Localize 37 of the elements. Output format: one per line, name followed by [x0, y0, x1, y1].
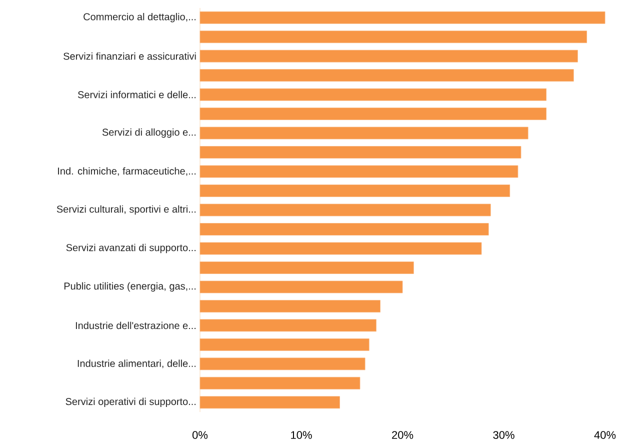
- bar: [200, 126, 528, 140]
- y-tick-label: Servizi avanzati di supporto...: [66, 244, 196, 254]
- bar: [200, 223, 489, 236]
- x-tick-label: 40%: [594, 431, 616, 439]
- bar: [200, 30, 587, 44]
- bar: [200, 319, 376, 332]
- bar: [200, 242, 482, 255]
- y-tick-label: Industrie alimentari, delle...: [78, 360, 196, 368]
- x-tick-label: 30%: [493, 431, 514, 439]
- x-tick-label: 0%: [192, 431, 208, 439]
- bar: [200, 280, 403, 294]
- y-tick-label: Commercio al dettaglio,...: [84, 12, 196, 22]
- y-tick-label: Servizi finanziari e assicurativi: [64, 52, 196, 60]
- bar: [200, 50, 578, 62]
- y-tick-label: Servizi culturali, sportivi e altri...: [56, 205, 196, 215]
- x-tick-label: 20%: [392, 431, 414, 439]
- bar: [200, 262, 414, 274]
- bar: [200, 300, 380, 312]
- bar: [200, 204, 491, 216]
- bar: [200, 358, 366, 370]
- bar: [200, 11, 606, 24]
- y-tick-label: Servizi di alloggio e...: [102, 128, 196, 138]
- y-tick-label: Servizi operativi di supporto...: [66, 398, 196, 408]
- y-tick-label: Servizi informatici e delle...: [78, 90, 196, 98]
- bar: [200, 146, 522, 158]
- bar: [200, 184, 510, 197]
- bar: [200, 396, 340, 409]
- bar: [200, 165, 518, 178]
- bar: [200, 338, 370, 351]
- bar: [200, 69, 574, 82]
- bar: [200, 376, 360, 390]
- bar: [200, 108, 546, 120]
- x-tick-label: 10%: [291, 431, 312, 439]
- y-tick-label: Public utilities (energia, gas,...: [64, 282, 196, 292]
- bar: [200, 88, 546, 101]
- y-tick-label: Industrie dell'estrazione e...: [76, 322, 196, 330]
- y-tick-label: Ind. chimiche, farmaceutiche,...: [58, 167, 196, 176]
